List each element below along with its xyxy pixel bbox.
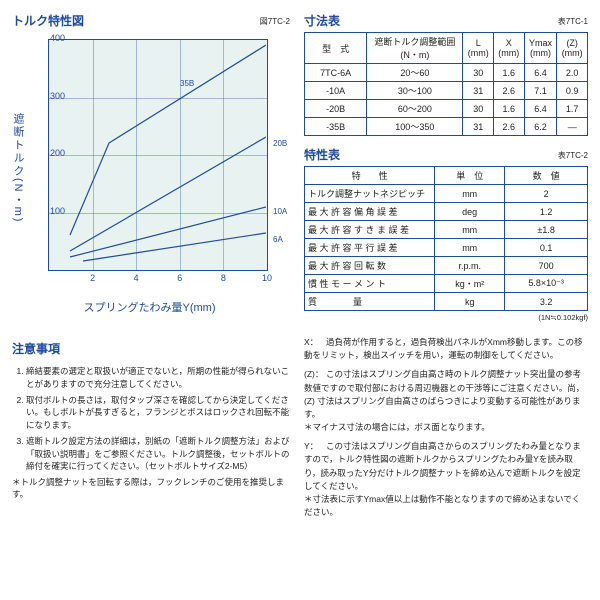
x-tick: 4 <box>127 273 145 283</box>
notes-star: ＊トルク調整ナットを回転する際は，フックレンチのご使用を推奨します。 <box>12 477 290 501</box>
char-footnote: (1N≒0.102kgf) <box>304 313 588 322</box>
dim-title: 寸法表 <box>304 12 340 29</box>
chart-fig-label: 図7TC-2 <box>260 16 290 27</box>
table-row: -20B60～200301.66.41.7 <box>305 100 588 118</box>
x-tick: 6 <box>171 273 189 283</box>
chart-y-label: 遮断トルク(N・m) <box>10 113 26 223</box>
table-row: -10A30～100312.67.10.9 <box>305 82 588 100</box>
table-header: L(mm) <box>463 33 494 64</box>
table-row: 7TC-6A20～60301.66.42.0 <box>305 64 588 82</box>
table-header: 単 位 <box>435 167 505 185</box>
def-y: Y：この寸法はスプリング自由高さからのスプリングたわみ量となりますので，トルク特… <box>304 440 588 519</box>
y-tick: 100 <box>41 206 65 216</box>
table-header: 型 式 <box>305 33 367 64</box>
series-label-20B: 20B <box>273 139 287 148</box>
table-header: 数 値 <box>505 167 588 185</box>
table-row: 質 量kg3.2 <box>305 293 588 311</box>
y-tick: 400 <box>41 33 65 43</box>
table-header: (Z)(mm) <box>557 33 588 64</box>
notes-list: 締結要素の選定と取扱いが適正でないと，所期の性能が得られないことがありますので充… <box>12 365 290 473</box>
def-x: X：過負荷が作用すると，過負荷検出パネルがXmm移動します。この移動をリミット，… <box>304 336 588 362</box>
series-label-10A: 10A <box>273 207 287 216</box>
chart-x-label: スプリングたわみ量Y(mm) <box>12 299 287 315</box>
table-header: 遮断トルク調整範囲(N・m) <box>367 33 463 64</box>
def-z: (Z)：この寸法はスプリング自由高さ時のトルク調整ナット突出量の参考数値ですので… <box>304 368 588 434</box>
char-fig-label: 表7TC-2 <box>558 150 588 161</box>
char-title: 特性表 <box>304 146 340 163</box>
x-tick: 8 <box>214 273 232 283</box>
table-header: 特 性 <box>305 167 435 185</box>
chart-title: トルク特性図 <box>12 12 84 29</box>
notes-title: 注意事項 <box>12 340 60 357</box>
dim-fig-label: 表7TC-1 <box>558 16 588 27</box>
series-label-35B: 35B <box>180 79 194 88</box>
characteristic-table: 特 性単 位数 値トルク調整ナットネジピッチmm2最 大 許 容 偏 角 誤 差… <box>304 166 588 311</box>
y-tick: 300 <box>41 91 65 101</box>
table-row: 最 大 許 容 す き ま 誤 差mm±1.8 <box>305 221 588 239</box>
note-item: 遮断トルク設定方法の詳細は，別紙の「遮断トルク調整方法」および「取扱い説明書」を… <box>26 435 290 473</box>
table-row: 最 大 許 容 平 行 誤 差mm0.1 <box>305 239 588 257</box>
table-row: 最 大 許 容 回 転 数r.p.m.700 <box>305 257 588 275</box>
x-tick: 2 <box>84 273 102 283</box>
table-row: 慣 性 モ ー メ ン トkg・m²5.8×10⁻³ <box>305 275 588 293</box>
table-header: Ymax(mm) <box>524 33 557 64</box>
table-row: 最 大 許 容 偏 角 誤 差deg1.2 <box>305 203 588 221</box>
note-item: 取付ボルトの長さは，取付タップ深さを確認してから決定してください。もしボルトが長… <box>26 394 290 432</box>
table-row: -35B100～350312.66.2— <box>305 118 588 136</box>
x-tick: 10 <box>258 273 276 283</box>
note-item: 締結要素の選定と取扱いが適正でないと，所期の性能が得られないことがありますので充… <box>26 365 290 391</box>
table-header: X(mm) <box>494 33 525 64</box>
series-label-6A: 6A <box>273 235 283 244</box>
y-tick: 200 <box>41 148 65 158</box>
torque-chart: 遮断トルク(N・m) 100 200 300 400 2 4 6 8 10 35B 20B 10A… <box>12 33 287 313</box>
dimension-table: 型 式遮断トルク調整範囲(N・m)L(mm)X(mm)Ymax(mm)(Z)(m… <box>304 32 588 136</box>
table-row: トルク調整ナットネジピッチmm2 <box>305 185 588 203</box>
